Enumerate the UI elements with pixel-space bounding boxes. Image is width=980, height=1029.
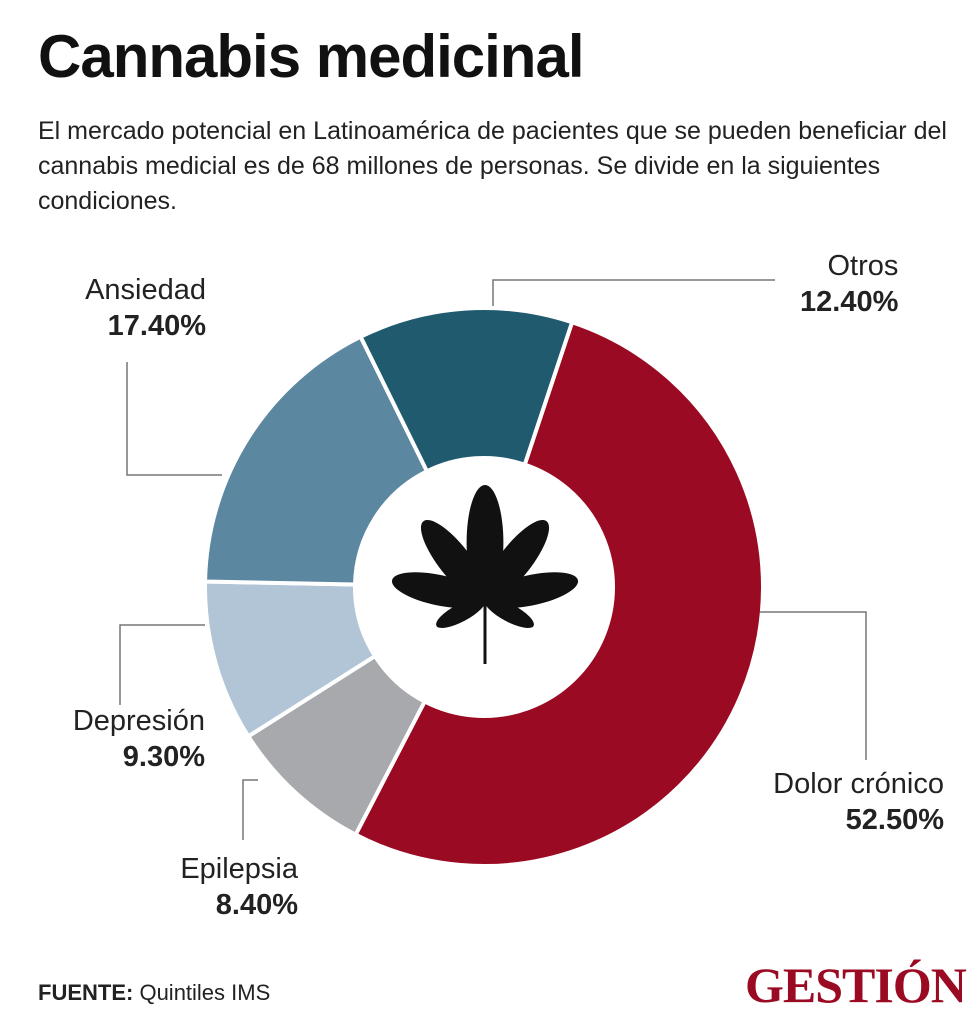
label-dolor-cronico: Dolor crónico 52.50% <box>773 768 944 836</box>
label-depresion: Depresión 9.30% <box>72 705 205 773</box>
source: FUENTE: Quintiles IMS <box>38 980 271 1005</box>
label-otros: Otros 12.40% <box>800 250 899 318</box>
leaflet <box>484 597 534 628</box>
label-ansiedad: Ansiedad 17.40% <box>85 274 206 342</box>
slice-ansiedad <box>203 334 430 587</box>
label-epilepsia: Epilepsia 8.40% <box>180 853 298 921</box>
leader-ansiedad <box>126 362 222 476</box>
cannabis-leaf-icon <box>391 485 579 664</box>
leaf-stem <box>483 600 487 664</box>
leader-dolor <box>760 611 867 760</box>
subtitle: El mercado potencial en Latinoamérica de… <box>38 117 947 215</box>
leader-depresion <box>119 624 205 705</box>
leaflet <box>420 519 488 602</box>
leaflet <box>482 519 550 602</box>
leaflet <box>484 572 579 608</box>
slice-otros <box>357 306 575 474</box>
leader-otros <box>492 279 775 306</box>
page-title: Cannabis medicinal <box>38 23 584 90</box>
slice-dolor-cr-nico <box>352 319 765 868</box>
gestion-logo: GESTIÓN <box>745 957 967 1013</box>
leader-epilepsia <box>242 779 258 840</box>
leaflet <box>391 572 486 608</box>
leaflet <box>436 597 486 628</box>
